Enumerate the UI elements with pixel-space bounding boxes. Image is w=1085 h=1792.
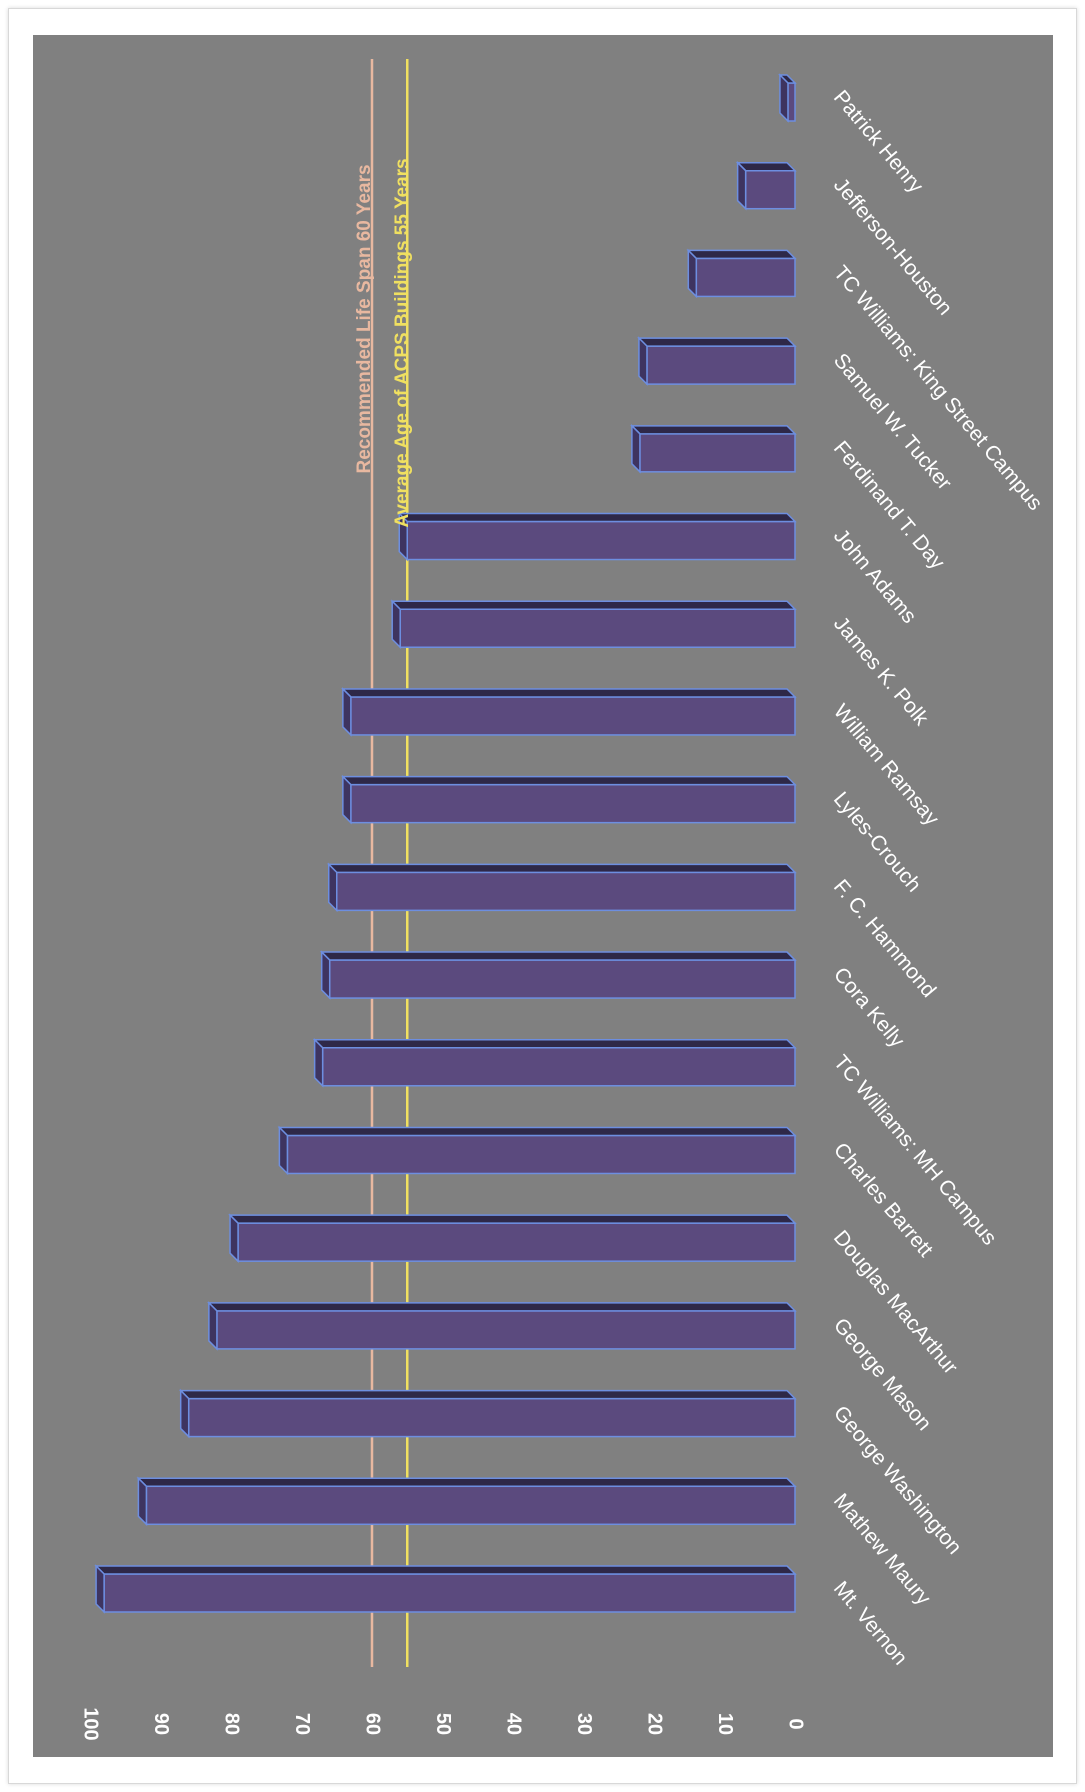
- bar-end-5: [229, 1213, 239, 1263]
- bar-top-3: [178, 1389, 797, 1400]
- bar-front-5: [237, 1222, 796, 1262]
- y-tick-label-5: 40: [503, 1713, 525, 1735]
- bar-end-12: [391, 599, 401, 650]
- bar-7: [312, 1037, 797, 1088]
- bar-top-11: [341, 688, 797, 698]
- bar-front-18: [787, 82, 796, 122]
- bar-top-16: [686, 249, 797, 260]
- bar-top-6: [277, 1126, 797, 1137]
- bar-end-17: [736, 160, 747, 211]
- bar-top-5: [228, 1214, 797, 1224]
- bar-4: [207, 1301, 797, 1351]
- bar-end-8: [320, 950, 331, 1000]
- bar-end-11: [342, 687, 352, 737]
- bar-top-10: [341, 775, 797, 786]
- bar-8: [319, 950, 797, 1000]
- bar-end-15: [638, 336, 648, 386]
- bar-front-17: [744, 169, 796, 210]
- bar-2: [136, 1476, 797, 1527]
- y-tick-label-9: 80: [221, 1713, 243, 1735]
- bar-front-9: [336, 871, 796, 912]
- bar-front-16: [695, 257, 796, 298]
- bar-1: [94, 1564, 797, 1614]
- bar-front-12: [399, 608, 796, 648]
- bar-front-4: [216, 1310, 796, 1350]
- bar-top-4: [207, 1302, 797, 1312]
- bar-front-13: [406, 520, 796, 561]
- bar-end-6: [278, 1125, 289, 1176]
- bar-end-9: [328, 862, 338, 913]
- bar-top-9: [326, 863, 797, 874]
- bar-end-1: [95, 1564, 105, 1614]
- bar-end-2: [137, 1476, 148, 1527]
- bar-front-8: [328, 959, 796, 999]
- y-tick-label-6: 50: [432, 1713, 454, 1735]
- bar-top-14: [630, 425, 797, 435]
- bar-14: [630, 424, 797, 474]
- bar-top-8: [319, 951, 797, 961]
- bar-top-13: [397, 512, 797, 523]
- y-tick-label-8: 70: [291, 1713, 313, 1735]
- bar-end-13: [398, 511, 408, 562]
- y-tick-label-2: 10: [714, 1713, 736, 1735]
- bar-17: [735, 160, 797, 211]
- bar-front-15: [646, 345, 796, 385]
- bar-top-1: [94, 1565, 797, 1575]
- bar-front-1: [103, 1573, 796, 1613]
- bar-end-14: [631, 424, 641, 474]
- y-tick-label-7: 60: [362, 1713, 384, 1735]
- reference-line-label-1: Recommended Life Span 60 Years: [354, 164, 375, 473]
- bar-9: [326, 862, 797, 913]
- bar-15: [637, 336, 797, 386]
- bar-top-15: [637, 337, 797, 347]
- y-tick-label-11: 100: [80, 1707, 102, 1740]
- bar-12: [390, 599, 797, 650]
- chart-frame: 0 10 20 30 40 50 60 70 80 90 100 Mt. Vernon Mathew M…: [8, 8, 1077, 1784]
- bar-front-2: [145, 1485, 796, 1526]
- bar-end-4: [208, 1301, 218, 1351]
- bar-5: [228, 1213, 797, 1263]
- y-tick-label-10: 90: [150, 1713, 172, 1735]
- bar-top-12: [390, 600, 797, 610]
- bar-end-10: [342, 774, 352, 825]
- bar-16: [686, 248, 797, 299]
- bar-end-16: [687, 248, 698, 299]
- bar-front-3: [187, 1397, 796, 1438]
- y-tick-label-4: 30: [573, 1713, 595, 1735]
- bar-top-2: [136, 1477, 797, 1488]
- bar-top-17: [735, 161, 797, 172]
- bar-3: [178, 1388, 797, 1439]
- y-tick-label-3: 20: [644, 1713, 666, 1735]
- bar-front-7: [321, 1047, 796, 1087]
- bar-end-18: [779, 73, 789, 123]
- y-tick-label-1: 0: [785, 1718, 807, 1729]
- bar-end-3: [179, 1388, 190, 1439]
- bar-6: [277, 1125, 797, 1176]
- bar-11: [341, 687, 797, 737]
- bar-front-11: [350, 696, 796, 736]
- bar-front-6: [286, 1134, 796, 1175]
- bar-front-14: [639, 433, 796, 473]
- bar-13: [397, 511, 797, 562]
- bar-10: [341, 774, 797, 825]
- bar-end-7: [313, 1037, 324, 1088]
- bar-18: [778, 73, 797, 123]
- bar-front-10: [350, 783, 796, 824]
- reference-line-label-2: Average Age of ACPS Buildings 55 Years: [392, 158, 413, 527]
- bar-top-7: [312, 1039, 797, 1049]
